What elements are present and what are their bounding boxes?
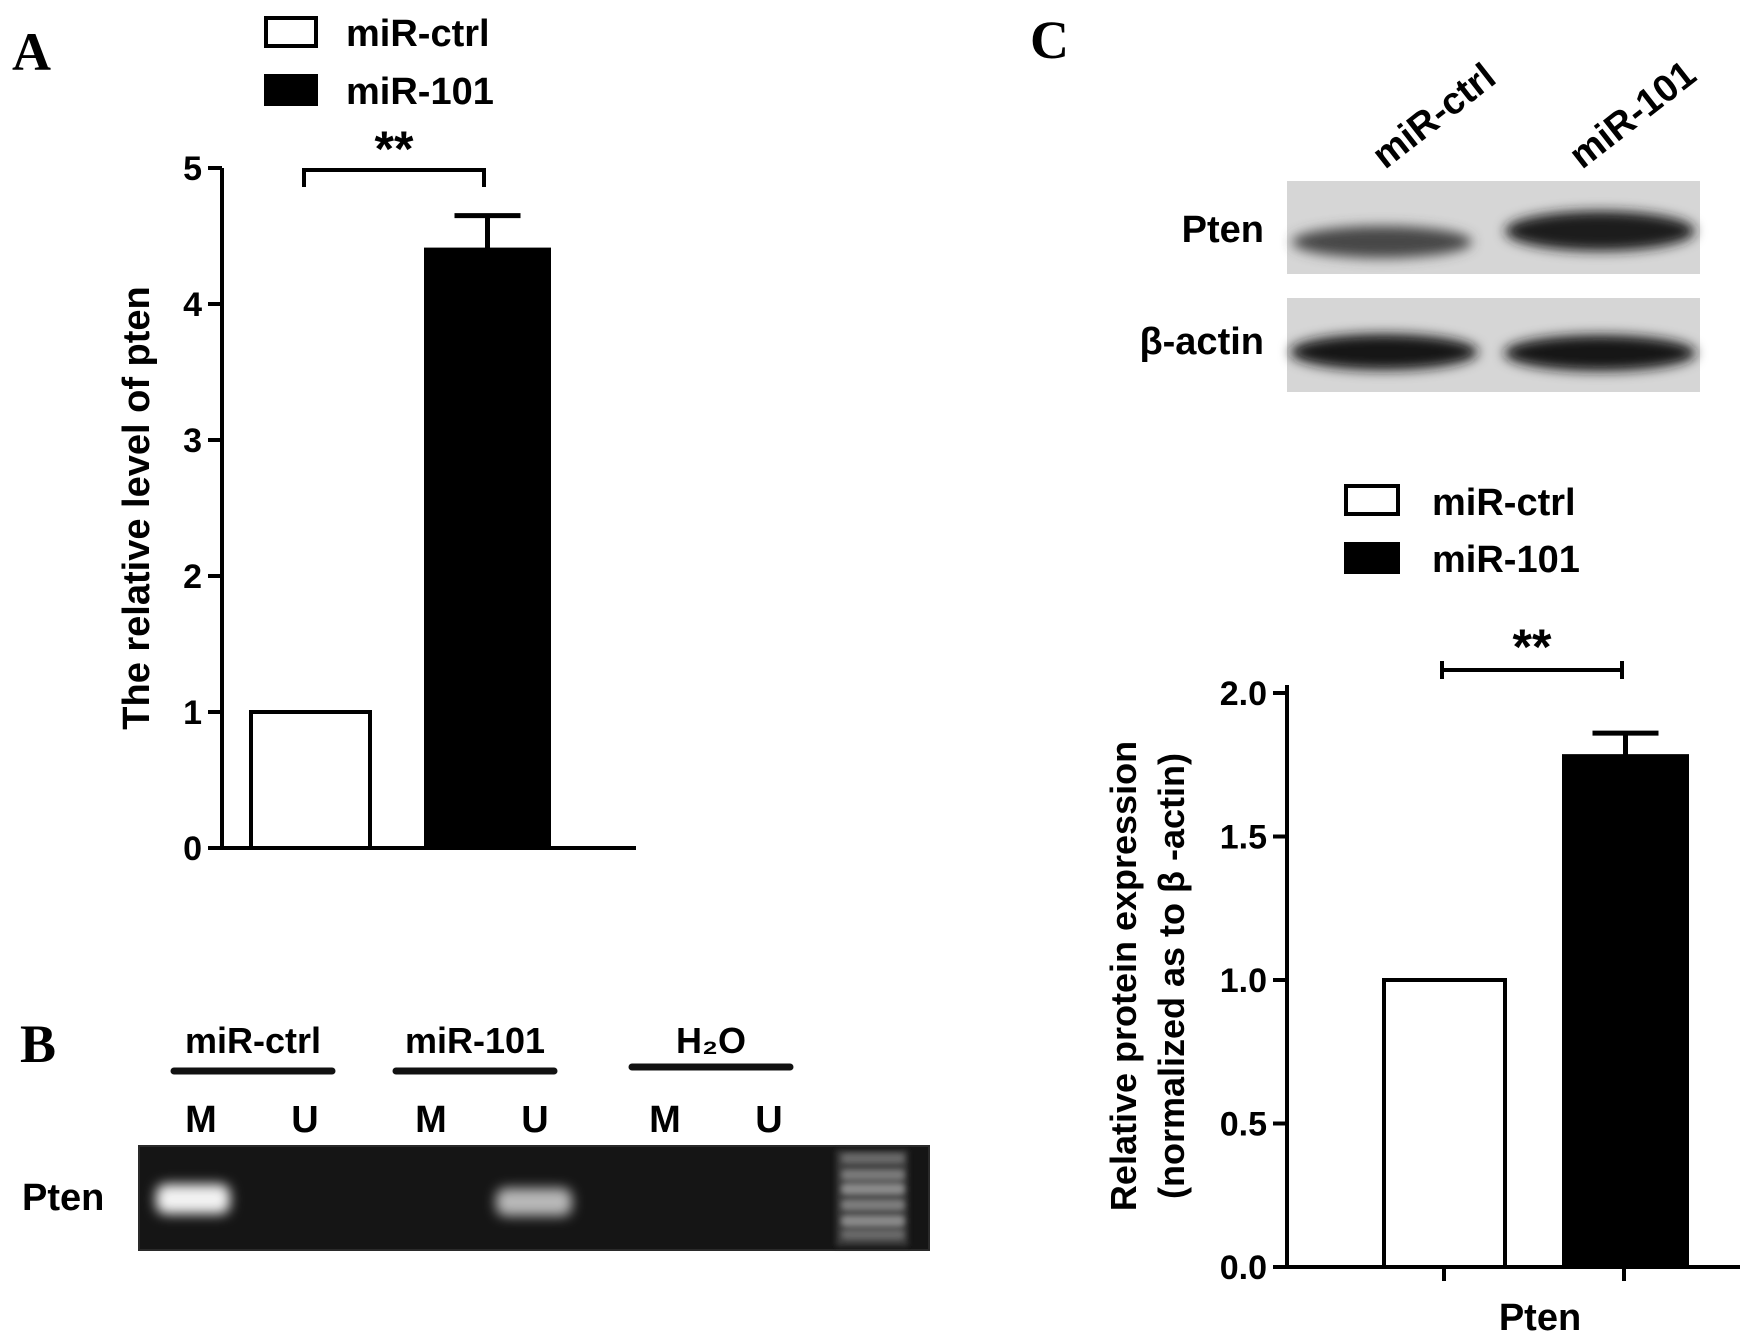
y-tick-label-a-0: 0 (183, 830, 202, 868)
significance-stars-c: ** (1513, 619, 1552, 675)
legend-label-mir-101: miR-101 (346, 71, 494, 113)
gel-lane-label-4: U (521, 1099, 548, 1141)
blot-lane-label-mir-ctrl: miR-ctrl (1365, 56, 1504, 177)
y-axis-label-a: The relative level of pten (116, 286, 158, 729)
legend-swatch-mir-101 (264, 74, 318, 106)
y-axis-label-c-line2: (normalized as to β -actin) (1151, 753, 1192, 1199)
legend-swatch-mir-ctrl-c (1344, 484, 1400, 516)
x-axis-label-c: Pten (1499, 1297, 1581, 1339)
significance-bracket-a (302, 168, 486, 187)
y-tick-label-a-4: 4 (183, 286, 202, 324)
panel-a: A miR-ctrl miR-101 ** 0 1 2 3 4 5 The relativ… (12, 13, 636, 868)
gel-lane-label-5: M (649, 1099, 681, 1141)
y-tick-label-c-4: 2.0 (1220, 675, 1267, 713)
legend-swatch-mir-ctrl (264, 16, 318, 48)
panel-b-letter: B (20, 1014, 56, 1074)
y-axis-label-c-line1: Relative protein expression (1103, 741, 1144, 1211)
significance-stars-a: ** (375, 121, 414, 177)
panel-c: C miR-ctrl miR-101 Pten β-actin miR (1030, 10, 1740, 1339)
blot-row-label-beta-actin: β-actin (1139, 321, 1264, 363)
y-tick-label-a-5: 5 (183, 150, 202, 188)
gel-lane-label-2: U (291, 1099, 318, 1141)
western-blot-pten (1287, 181, 1700, 274)
blot-row-label-pten: Pten (1182, 209, 1264, 251)
legend-label-mir-ctrl-c: miR-ctrl (1432, 482, 1576, 524)
gel-lane-label-1: M (185, 1099, 217, 1141)
legend-swatch-mir-101-c (1344, 542, 1400, 574)
western-blot-beta-actin (1287, 298, 1700, 392)
blot-band-pten-mir-101 (1505, 211, 1695, 251)
significance-bracket-c (1440, 661, 1624, 679)
gel-band-lane-4 (496, 1188, 572, 1216)
gel-band-lane-1 (156, 1184, 230, 1214)
blot-lane-label-mir-101: miR-101 (1562, 53, 1704, 177)
bar-a-mir-ctrl (249, 710, 372, 850)
y-tick-label-a-1: 1 (183, 694, 202, 732)
blot-band-actin-mir-101 (1504, 335, 1696, 371)
y-tick-label-c-0: 0.0 (1220, 1249, 1267, 1287)
gel-lane-label-6: U (755, 1099, 782, 1141)
gel-group-label-h2o: H₂O (676, 1020, 746, 1061)
panel-c-legend: miR-ctrl miR-101 (1344, 482, 1580, 581)
gel-ladder (836, 1150, 908, 1246)
y-ticks-a: 0 1 2 3 4 5 (183, 150, 222, 868)
panel-c-letter: C (1030, 10, 1069, 70)
y-tick-label-c-1: 0.5 (1220, 1106, 1267, 1144)
blot-band-pten-mir-ctrl (1292, 226, 1472, 258)
bar-c-mir-101 (1562, 754, 1689, 1269)
panel-a-letter: A (12, 22, 51, 82)
blot-band-actin-mir-ctrl (1290, 334, 1478, 370)
gel-border (138, 1145, 930, 1251)
legend-label-mir-ctrl: miR-ctrl (346, 13, 490, 55)
gel-group-label-mir-ctrl: miR-ctrl (185, 1020, 321, 1061)
legend-label-mir-101-c: miR-101 (1432, 539, 1580, 581)
bar-a-mir-101 (424, 247, 551, 851)
gel-image (138, 1145, 930, 1251)
gel-row-label-pten: Pten (22, 1177, 104, 1219)
y-tick-label-c-2: 1.0 (1220, 962, 1267, 1000)
gel-lane-label-3: M (415, 1099, 447, 1141)
y-ticks-c: 0.0 0.5 1.0 1.5 2.0 (1220, 675, 1287, 1287)
y-tick-label-c-3: 1.5 (1220, 819, 1267, 857)
panel-b: B miR-ctrl miR-101 H₂O M U M U M U Pten (20, 1014, 930, 1251)
gel-group-label-mir-101: miR-101 (405, 1020, 545, 1061)
y-tick-label-a-3: 3 (183, 422, 202, 460)
error-bar-a-mir-101 (454, 213, 521, 250)
y-tick-label-a-2: 2 (183, 558, 202, 596)
error-bar-c-mir-101 (1592, 730, 1659, 757)
panel-a-legend: miR-ctrl miR-101 (264, 13, 494, 113)
bar-c-mir-ctrl (1382, 978, 1507, 1269)
